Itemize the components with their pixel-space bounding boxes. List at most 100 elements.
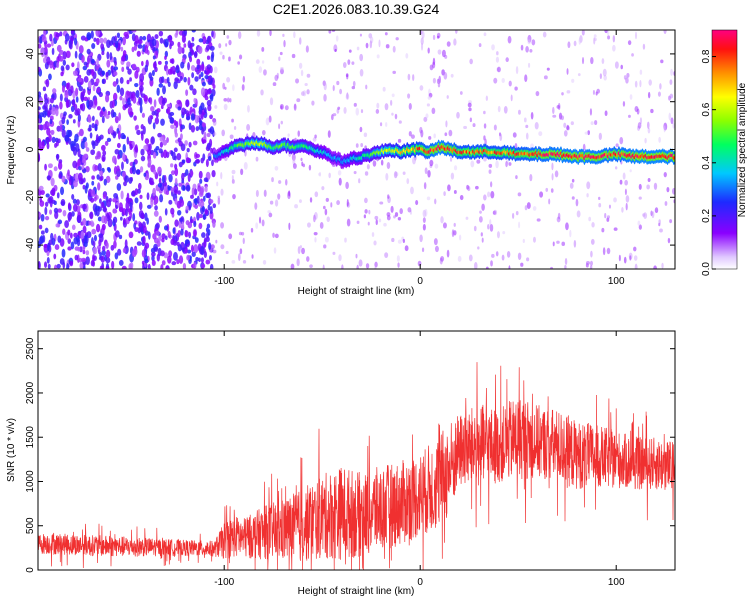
spectrogram-cell <box>437 49 442 55</box>
spectrogram-cell <box>78 86 84 92</box>
spectrogram-cell <box>126 79 130 85</box>
spectrogram-cell <box>499 133 503 142</box>
spectrogram-cell <box>517 192 522 197</box>
snr-ylabel: SNR (10 * v/v) <box>6 418 17 482</box>
spectrogram-cell <box>314 237 317 243</box>
spectrogram-cell <box>183 76 187 83</box>
spectrogram-cell <box>402 171 406 175</box>
spectrogram-cell <box>434 163 439 169</box>
spectrogram-cell <box>146 204 152 209</box>
spectrogram-cell <box>634 80 638 88</box>
spectrogram-cell <box>532 236 536 243</box>
spectrogram-cell <box>211 159 214 167</box>
spectrogram-cell <box>170 238 175 246</box>
spectrogram-cell <box>182 185 186 191</box>
spectrogram-cell <box>213 132 217 136</box>
spectrogram-cell <box>50 129 55 135</box>
spectrogram-cell <box>331 114 334 121</box>
spectrogram-cell <box>151 38 157 47</box>
spectrogram-cell <box>463 125 468 130</box>
spectrogram-cell <box>485 95 489 101</box>
spectrogram-cell <box>148 143 152 151</box>
spectrogram-cell <box>111 155 117 164</box>
spectrogram-cell <box>72 70 78 77</box>
spectrogram-cell <box>179 76 183 81</box>
spectrogram-cell <box>328 172 331 179</box>
spectrogram-cell <box>453 222 456 227</box>
spectrogram-cell <box>77 61 80 70</box>
spectrogram-cell <box>55 32 61 38</box>
spectrogram-xlabel: Height of straight line (km) <box>298 286 415 297</box>
spectrogram-cell <box>666 187 670 193</box>
spectrogram-cell <box>459 194 464 201</box>
spectrogram-cell <box>667 237 671 244</box>
spectrogram-cell <box>82 265 86 269</box>
spectrogram-cell <box>150 106 155 112</box>
spectrogram-cell <box>128 177 133 184</box>
spectrogram-cell <box>131 249 137 258</box>
spectrogram-ytick-label: 20 <box>25 96 36 108</box>
spectrogram-cell <box>571 196 575 200</box>
spectrogram-cell <box>505 57 509 63</box>
spectrogram-cell <box>180 61 185 69</box>
spectrogram-cell <box>38 97 44 105</box>
spectrogram-cell <box>70 85 74 94</box>
spectrogram-cell <box>300 69 304 77</box>
spectrogram-cell <box>119 95 123 101</box>
spectrogram-cell <box>92 240 96 247</box>
spectrogram-cell <box>291 53 296 59</box>
spectrogram-cell <box>188 204 192 211</box>
spectrogram-cell <box>202 36 207 45</box>
spectrogram-cell <box>669 93 674 99</box>
spectrogram-cell <box>390 205 394 213</box>
spectrogram-cell <box>139 73 145 83</box>
spectrogram-cell <box>60 65 65 72</box>
spectrogram-cell <box>570 121 574 126</box>
spectrogram-cell <box>545 187 549 192</box>
spectrogram-cell <box>309 197 313 203</box>
spectrogram-cell <box>274 165 279 171</box>
spectrogram-cell <box>505 160 508 168</box>
spectrogram-cell <box>119 87 125 97</box>
spectrogram-cell <box>433 238 438 246</box>
spectrogram-cell <box>127 97 131 106</box>
spectrogram-cell <box>170 207 175 215</box>
spectrogram-cell <box>128 231 134 239</box>
spectrogram-cell <box>56 192 60 199</box>
spectrogram-cell <box>167 231 171 238</box>
spectrogram-cell <box>90 68 95 77</box>
spectrogram-cell <box>77 114 81 122</box>
spectrogram-cell <box>67 238 72 244</box>
spectrogram-cell <box>147 149 152 156</box>
spectrogram-cell <box>72 119 76 124</box>
spectrogram-cell <box>78 172 83 181</box>
spectrogram-cell <box>106 51 110 60</box>
spectrogram-cell <box>198 213 204 219</box>
spectrogram-cell <box>280 67 284 71</box>
spectrogram-cell <box>85 256 90 266</box>
spectrogram-cell <box>72 98 76 108</box>
spectrogram-cell <box>51 187 56 197</box>
spectrogram-cell <box>135 124 140 130</box>
spectrogram-cell <box>59 124 63 133</box>
spectrogram-cell <box>103 215 108 225</box>
spectrogram-cell <box>60 198 66 207</box>
spectrogram-cell <box>314 134 317 139</box>
spectrogram-cell <box>347 59 351 65</box>
spectrogram-cell <box>158 215 162 223</box>
spectrogram-cell <box>341 264 344 269</box>
spectrogram-cell <box>601 58 605 65</box>
page-title: C2E1.2026.083.10.39.G24 <box>272 1 440 17</box>
spectrogram-cell <box>233 125 237 130</box>
spectrogram-cell <box>365 84 368 90</box>
spectrogram-cell <box>92 141 96 150</box>
spectrogram-cell <box>408 103 412 110</box>
spectrogram-cell <box>124 104 129 109</box>
spectrogram-cell <box>38 118 41 124</box>
spectrogram-cell <box>155 146 160 151</box>
spectrogram-cell <box>563 130 568 137</box>
spectrogram-cell <box>300 157 303 162</box>
spectrogram-cell <box>655 207 658 212</box>
spectrogram-cell <box>402 238 406 244</box>
